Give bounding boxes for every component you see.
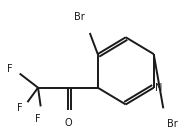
Text: O: O	[64, 118, 72, 128]
Text: F: F	[17, 103, 22, 113]
Text: N: N	[155, 83, 162, 93]
Text: Br: Br	[167, 119, 177, 129]
Text: F: F	[35, 114, 41, 124]
Text: F: F	[7, 64, 13, 74]
Text: Br: Br	[74, 12, 85, 22]
